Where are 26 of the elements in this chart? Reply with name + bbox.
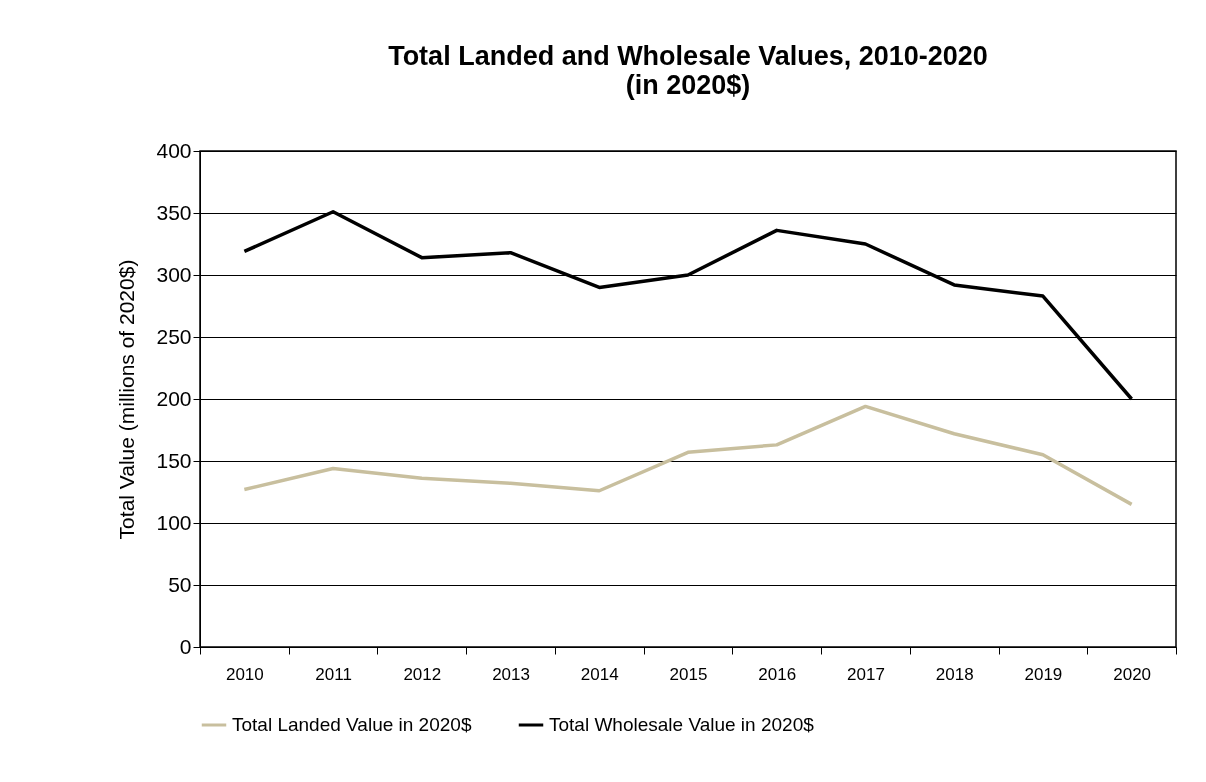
x-tick-label: 2020 <box>1113 664 1152 684</box>
x-tick-label: 2010 <box>225 664 264 684</box>
text: (in 2020$) <box>625 70 751 100</box>
x-tick-label: 2013 <box>492 664 530 684</box>
x-tick-label: 2012 <box>403 664 442 684</box>
x-tick-label: 2017 <box>847 664 885 684</box>
y-tick-label: 50 <box>168 572 192 596</box>
y-axis-title: Total Value (millions of 2020$) <box>115 259 139 540</box>
legend-label: Total Wholesale Value in 2020$ <box>549 714 815 735</box>
x-tick-label: 2018 <box>935 664 974 684</box>
y-tick-label: 300 <box>156 262 192 286</box>
x-tick-label: 2014 <box>580 664 619 684</box>
text: Total Landed and Wholesale Values, 2010-2020 <box>388 41 988 71</box>
y-tick-label: 250 <box>156 324 192 348</box>
y-tick-label: 400 <box>156 138 192 162</box>
y-tick-label: 0 <box>179 634 192 658</box>
y-tick-label: 150 <box>156 448 192 472</box>
line-series <box>242 404 1134 507</box>
y-tick-label: 350 <box>156 200 192 224</box>
legend-label: Total Landed Value in 2020$ <box>232 714 472 735</box>
y-tick-label: 200 <box>156 386 192 410</box>
x-tick-label: 2016 <box>758 664 797 684</box>
x-tick-label: 2019 <box>1024 664 1063 684</box>
y-tick-label: 100 <box>156 510 192 534</box>
x-tick-label: 2015 <box>669 664 708 684</box>
x-tick-label: 2011 <box>315 664 352 684</box>
